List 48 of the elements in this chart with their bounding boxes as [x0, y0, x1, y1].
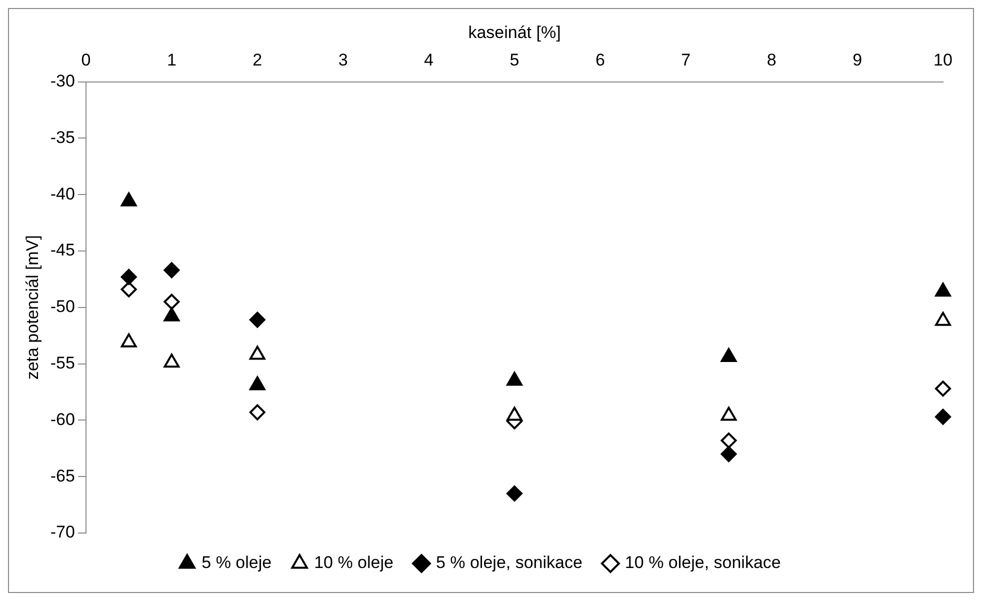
y-tick-label: -35: [50, 128, 75, 147]
x-axis-title: kaseinát [%]: [468, 22, 561, 42]
point: [506, 372, 522, 386]
point: [120, 281, 137, 298]
legend-label: 5 % oleje: [202, 553, 272, 572]
point: [120, 333, 137, 348]
legend-label: 10 % oleje: [314, 553, 394, 572]
x-tick-label: 8: [766, 50, 776, 70]
legend-label: 10 % oleje, sonikace: [624, 553, 781, 572]
x-tick-label: 10: [934, 50, 952, 70]
point: [935, 282, 951, 297]
point: [120, 192, 137, 206]
point: [249, 376, 266, 390]
y-tick-label: -45: [50, 240, 75, 260]
point: [249, 312, 266, 328]
x-tick-label: 4: [424, 50, 434, 70]
point: [164, 354, 180, 368]
point: [935, 312, 951, 326]
x-tick-label: 6: [595, 50, 605, 70]
point: [720, 432, 737, 449]
x-tick-label: 5: [510, 50, 520, 70]
y-tick-label: -40: [50, 184, 75, 204]
point: [164, 294, 180, 310]
y-tick-label: -65: [50, 466, 75, 486]
y-tick-label: -50: [50, 297, 75, 316]
x-tick-label: 3: [338, 50, 348, 70]
point: [720, 406, 737, 421]
x-tick-label: 9: [852, 50, 862, 70]
point: [164, 307, 180, 322]
x-tick-label: 1: [166, 50, 176, 70]
point: [249, 346, 266, 360]
point: [720, 348, 737, 362]
y-tick-label: -55: [50, 353, 75, 372]
point: [506, 406, 522, 421]
y-axis-title: zeta potenciál [mV]: [22, 235, 42, 380]
legend-label: 5 % oleje, sonikace: [436, 553, 582, 572]
point: [935, 408, 951, 425]
y-tick-label: -60: [50, 410, 75, 429]
x-tick-label: 7: [681, 50, 691, 70]
point: [720, 446, 737, 462]
y-tick-label: -70: [50, 522, 75, 542]
point: [506, 486, 522, 502]
point: [935, 380, 951, 397]
point: [120, 268, 137, 285]
x-tick-label: 0: [81, 50, 91, 70]
point: [249, 404, 266, 420]
x-tick-label: 2: [252, 50, 262, 70]
y-tick-label: -30: [50, 71, 75, 90]
